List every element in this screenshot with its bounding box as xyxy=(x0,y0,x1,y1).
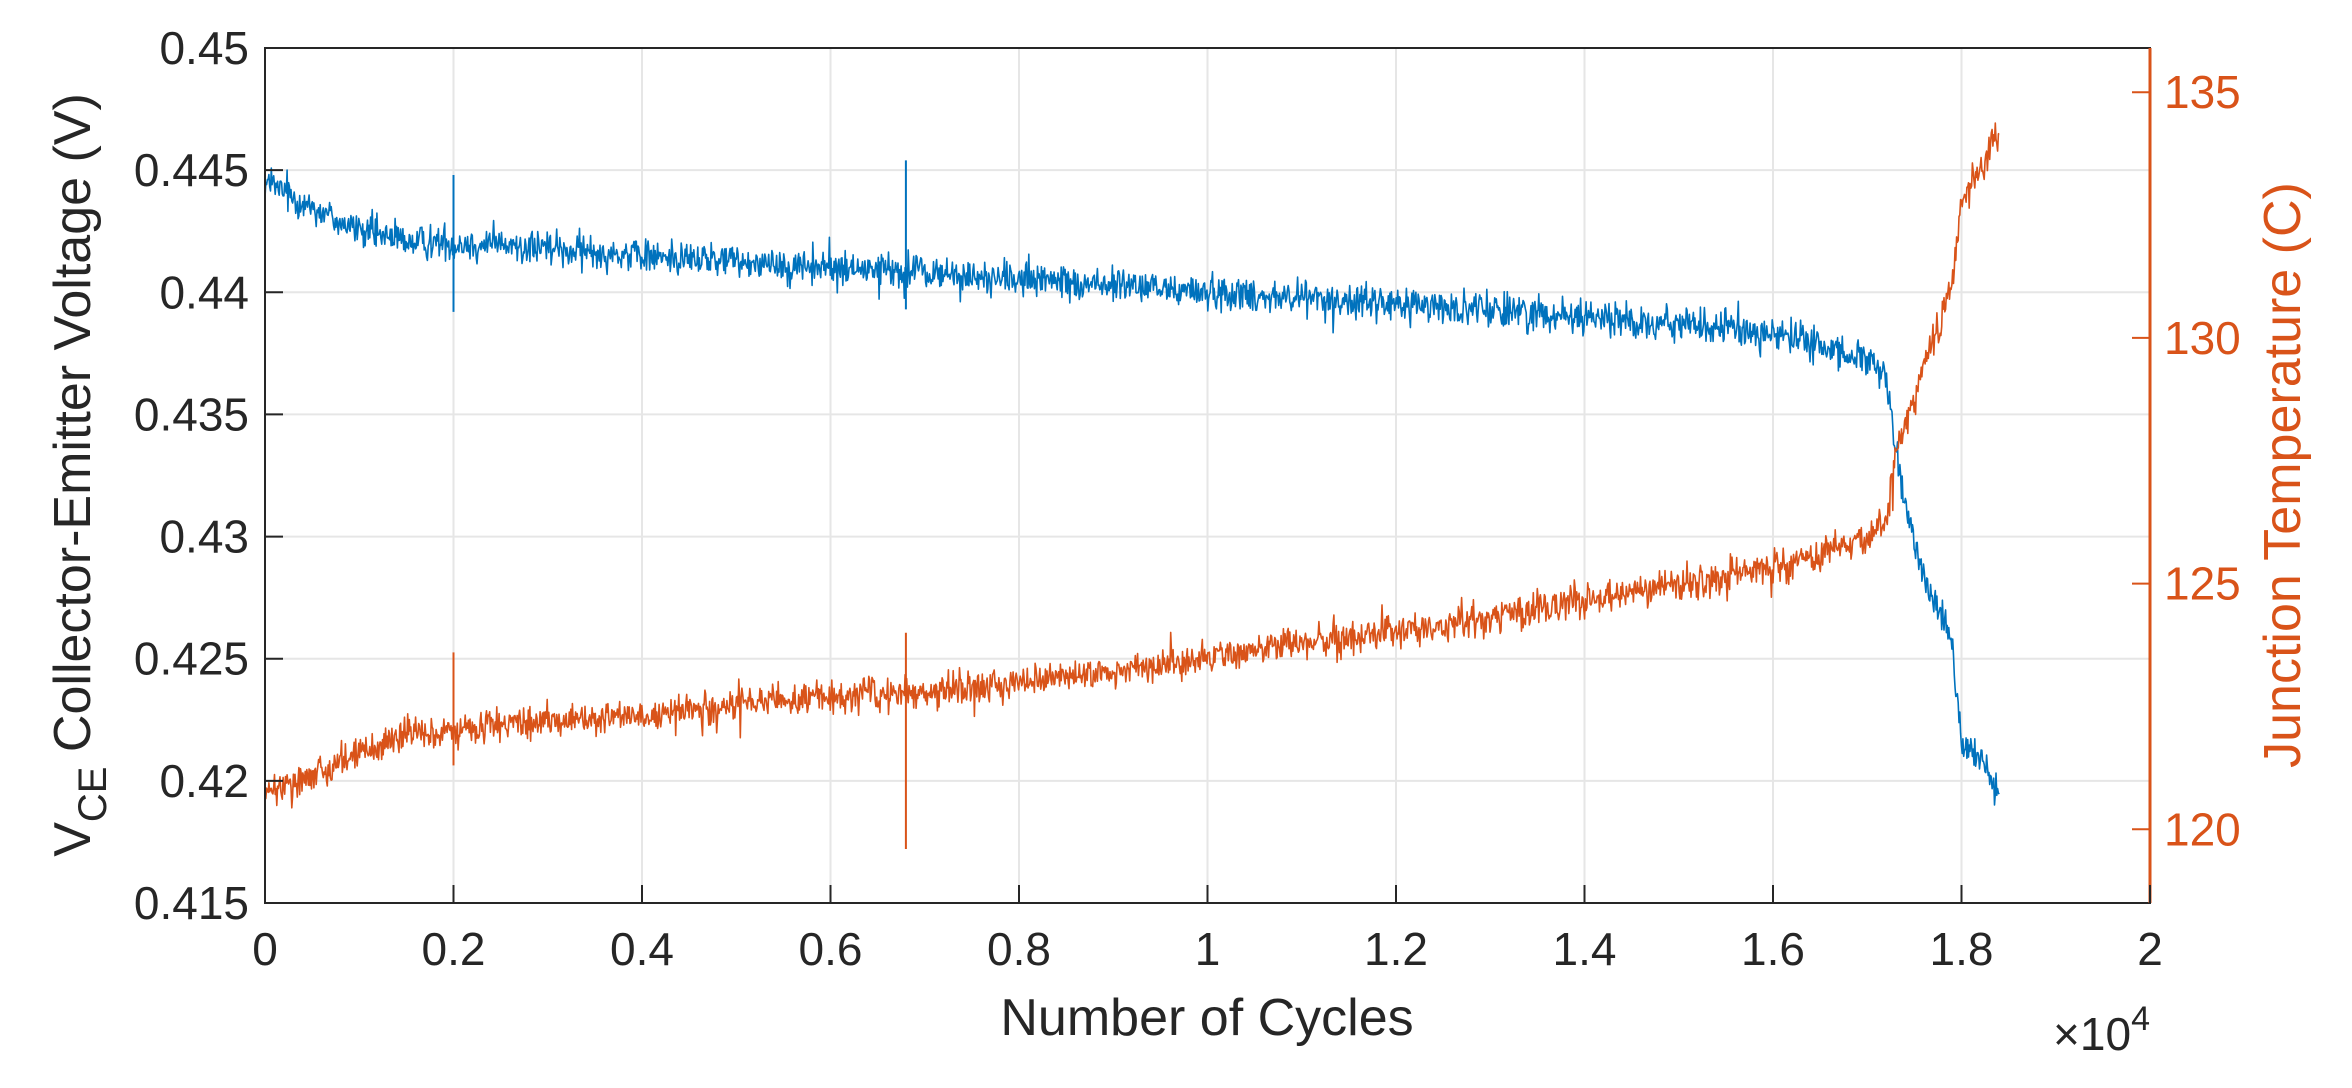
grid-layer xyxy=(264,47,2151,904)
y-left-tick-label: 0.43 xyxy=(159,511,249,563)
y-right-tick-label: 135 xyxy=(2164,66,2241,118)
y-right-axis-label: Junction Temperature (C) xyxy=(2254,182,2312,768)
y-right-tick-label: 120 xyxy=(2164,803,2241,855)
x-axis-label: Number of Cycles xyxy=(1000,989,1413,1047)
x-tick-label: 0.2 xyxy=(422,923,486,975)
y-left-label-sub: CE xyxy=(71,767,115,823)
x-exponent-power: 4 xyxy=(2131,1000,2150,1038)
vce-series-line xyxy=(265,167,2000,806)
temperature-series-line xyxy=(265,122,2000,809)
x-tick-label: 2 xyxy=(2137,923,2163,975)
x-exponent-base: ×10 xyxy=(2053,1008,2131,1060)
x-tick-label: 0 xyxy=(252,923,278,975)
x-tick-label: 1.6 xyxy=(1741,923,1805,975)
x-exponent-label: ×104 xyxy=(2053,1000,2150,1060)
y-left-tick-label: 0.425 xyxy=(134,633,249,685)
y-left-tick-label: 0.42 xyxy=(159,755,249,807)
y-left-ticks-layer: 0.415 0.42 0.425 0.43 0.435 0.44 0.445 0.45 xyxy=(134,22,283,929)
x-ticks-layer: 0 0.2 0.4 0.6 0.8 1 1.2 1.4 1.6 1.8 2 xyxy=(252,885,2163,975)
y-left-tick-label: 0.415 xyxy=(134,877,249,929)
y-left-tick-label: 0.435 xyxy=(134,388,249,440)
y-left-tick-label: 0.44 xyxy=(159,266,249,318)
x-tick-label: 0.6 xyxy=(799,923,863,975)
y-right-tick-label: 130 xyxy=(2164,312,2241,364)
x-tick-label: 1.4 xyxy=(1553,923,1617,975)
y-left-tick-label: 0.445 xyxy=(134,144,249,196)
x-tick-label: 1 xyxy=(1195,923,1221,975)
y-left-axis-label: VCE Collector-Emitter Voltage (V) xyxy=(44,93,115,857)
x-tick-label: 1.2 xyxy=(1364,923,1428,975)
y-left-label-rest: Collector-Emitter Voltage (V) xyxy=(44,93,102,766)
y-right-ticks-layer: 120 125 130 135 xyxy=(2132,66,2241,855)
y-right-tick-label: 125 xyxy=(2164,558,2241,610)
y-left-label-main: V xyxy=(44,822,102,857)
x-tick-label: 1.8 xyxy=(1930,923,1994,975)
x-tick-label: 0.4 xyxy=(610,923,674,975)
series-layer xyxy=(265,122,2000,849)
x-tick-label: 0.8 xyxy=(987,923,1051,975)
y-left-tick-label: 0.45 xyxy=(159,22,249,74)
